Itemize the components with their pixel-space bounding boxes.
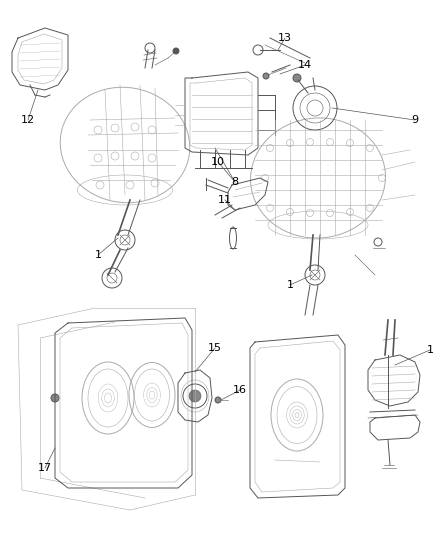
Circle shape xyxy=(215,397,221,403)
Text: 12: 12 xyxy=(21,115,35,125)
Circle shape xyxy=(173,48,179,54)
Text: 16: 16 xyxy=(233,385,247,395)
Text: 14: 14 xyxy=(298,60,312,70)
Text: 10: 10 xyxy=(211,157,225,167)
Text: 1: 1 xyxy=(95,250,102,260)
Text: 13: 13 xyxy=(278,33,292,43)
Text: 17: 17 xyxy=(38,463,52,473)
Circle shape xyxy=(189,390,201,402)
Text: 1: 1 xyxy=(427,345,434,355)
Circle shape xyxy=(263,73,269,79)
Text: 15: 15 xyxy=(208,343,222,353)
Circle shape xyxy=(51,394,59,402)
Circle shape xyxy=(293,74,301,82)
Text: 8: 8 xyxy=(231,177,239,187)
Text: 1: 1 xyxy=(286,280,293,290)
Text: 11: 11 xyxy=(218,195,232,205)
Text: 9: 9 xyxy=(411,115,419,125)
